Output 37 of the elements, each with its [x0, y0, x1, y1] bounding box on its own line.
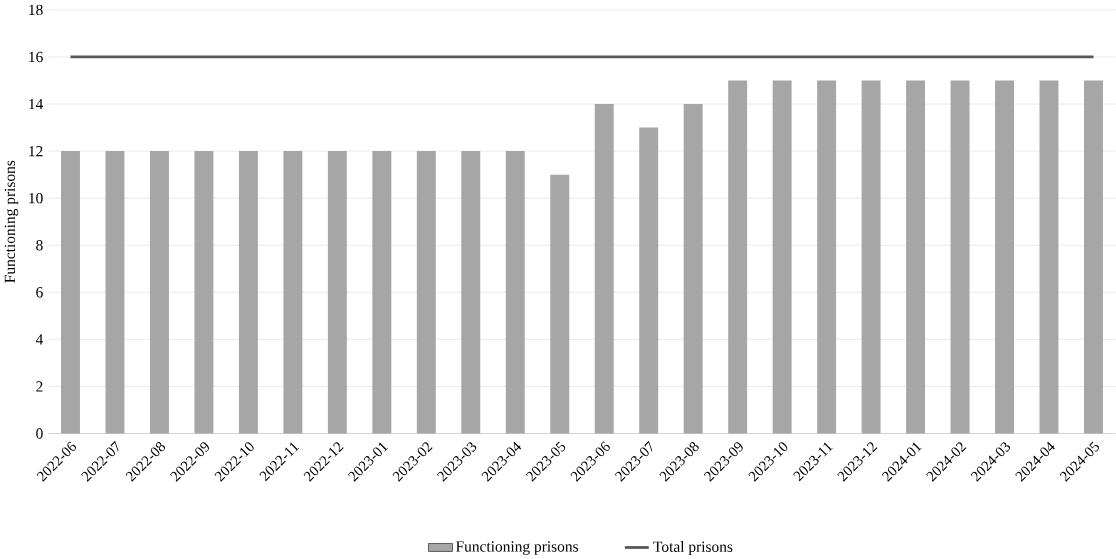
y-axis-title: Functioning prisons: [4, 160, 19, 283]
bar: [772, 80, 792, 434]
bar: [728, 80, 748, 434]
bar: [861, 80, 881, 434]
bar: [1039, 80, 1059, 434]
bar: [461, 150, 481, 434]
y-tick-label: 16: [29, 51, 43, 62]
bar: [817, 80, 837, 434]
y-tick-label: 18: [29, 4, 43, 15]
bar: [238, 150, 258, 434]
bar: [372, 150, 392, 434]
bar: [194, 150, 214, 434]
bar: [995, 80, 1014, 434]
bar: [639, 127, 659, 434]
bar: [105, 150, 125, 434]
y-tick-label: 4: [35, 334, 44, 345]
bar: [1084, 80, 1103, 434]
bar: [550, 174, 570, 434]
legend-label: Functioning prisons: [455, 541, 578, 555]
bar: [906, 80, 926, 434]
bar: [505, 150, 525, 434]
bar: [683, 103, 703, 434]
bar: [950, 80, 970, 434]
y-tick-label: 8: [36, 239, 43, 251]
bar: [61, 150, 80, 434]
bar: [327, 150, 347, 434]
bar: [416, 150, 436, 434]
bar: [594, 103, 614, 434]
y-tick-label: 6: [36, 286, 43, 298]
y-tick-label: 0: [36, 428, 43, 439]
y-tick-label: 14: [29, 98, 44, 109]
legend-label: Total prisons: [653, 540, 733, 555]
y-tick-label: 10: [29, 192, 43, 204]
y-tick-label: 12: [29, 145, 43, 156]
y-tick-label: 2: [36, 381, 43, 392]
bar: [283, 150, 303, 434]
bar: [149, 150, 169, 434]
